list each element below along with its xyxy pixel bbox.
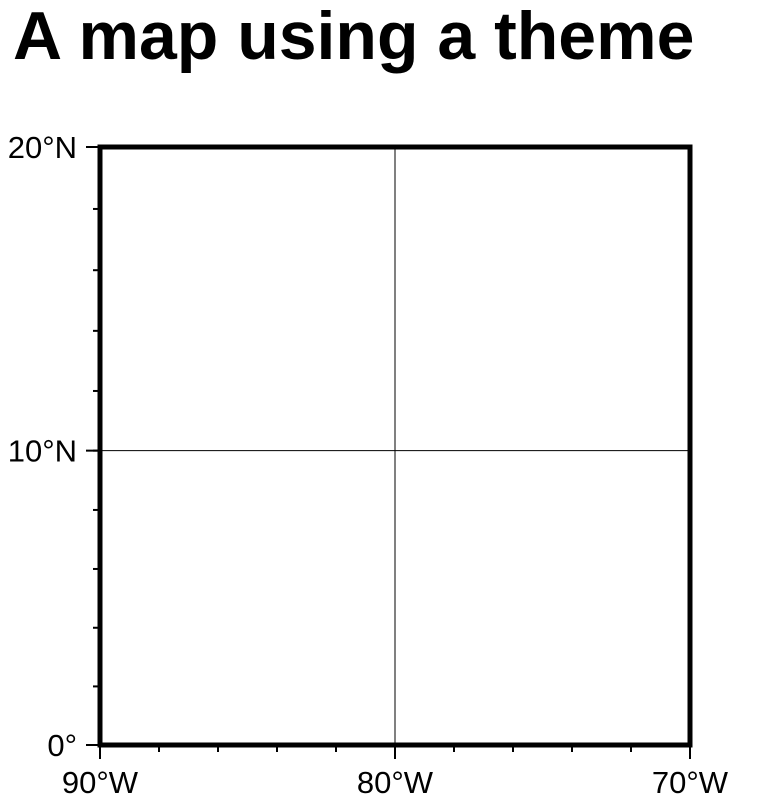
lat-tick-label: 10°N (8, 434, 77, 469)
lon-tick-label: 90°W (62, 765, 139, 797)
frame-ticks (86, 146, 691, 759)
lat-tick-label: 20°N (8, 130, 77, 165)
frame-labels: 90°W 80°W 70°W 0° 10°N 20°N (8, 130, 729, 797)
lon-tick-label: 70°W (652, 765, 729, 797)
lat-tick-label: 0° (47, 728, 77, 763)
map-border (97, 144, 693, 748)
gridlines (100, 147, 690, 745)
lon-tick-label: 80°W (357, 765, 434, 797)
map-title: A map using a theme (13, 0, 695, 74)
